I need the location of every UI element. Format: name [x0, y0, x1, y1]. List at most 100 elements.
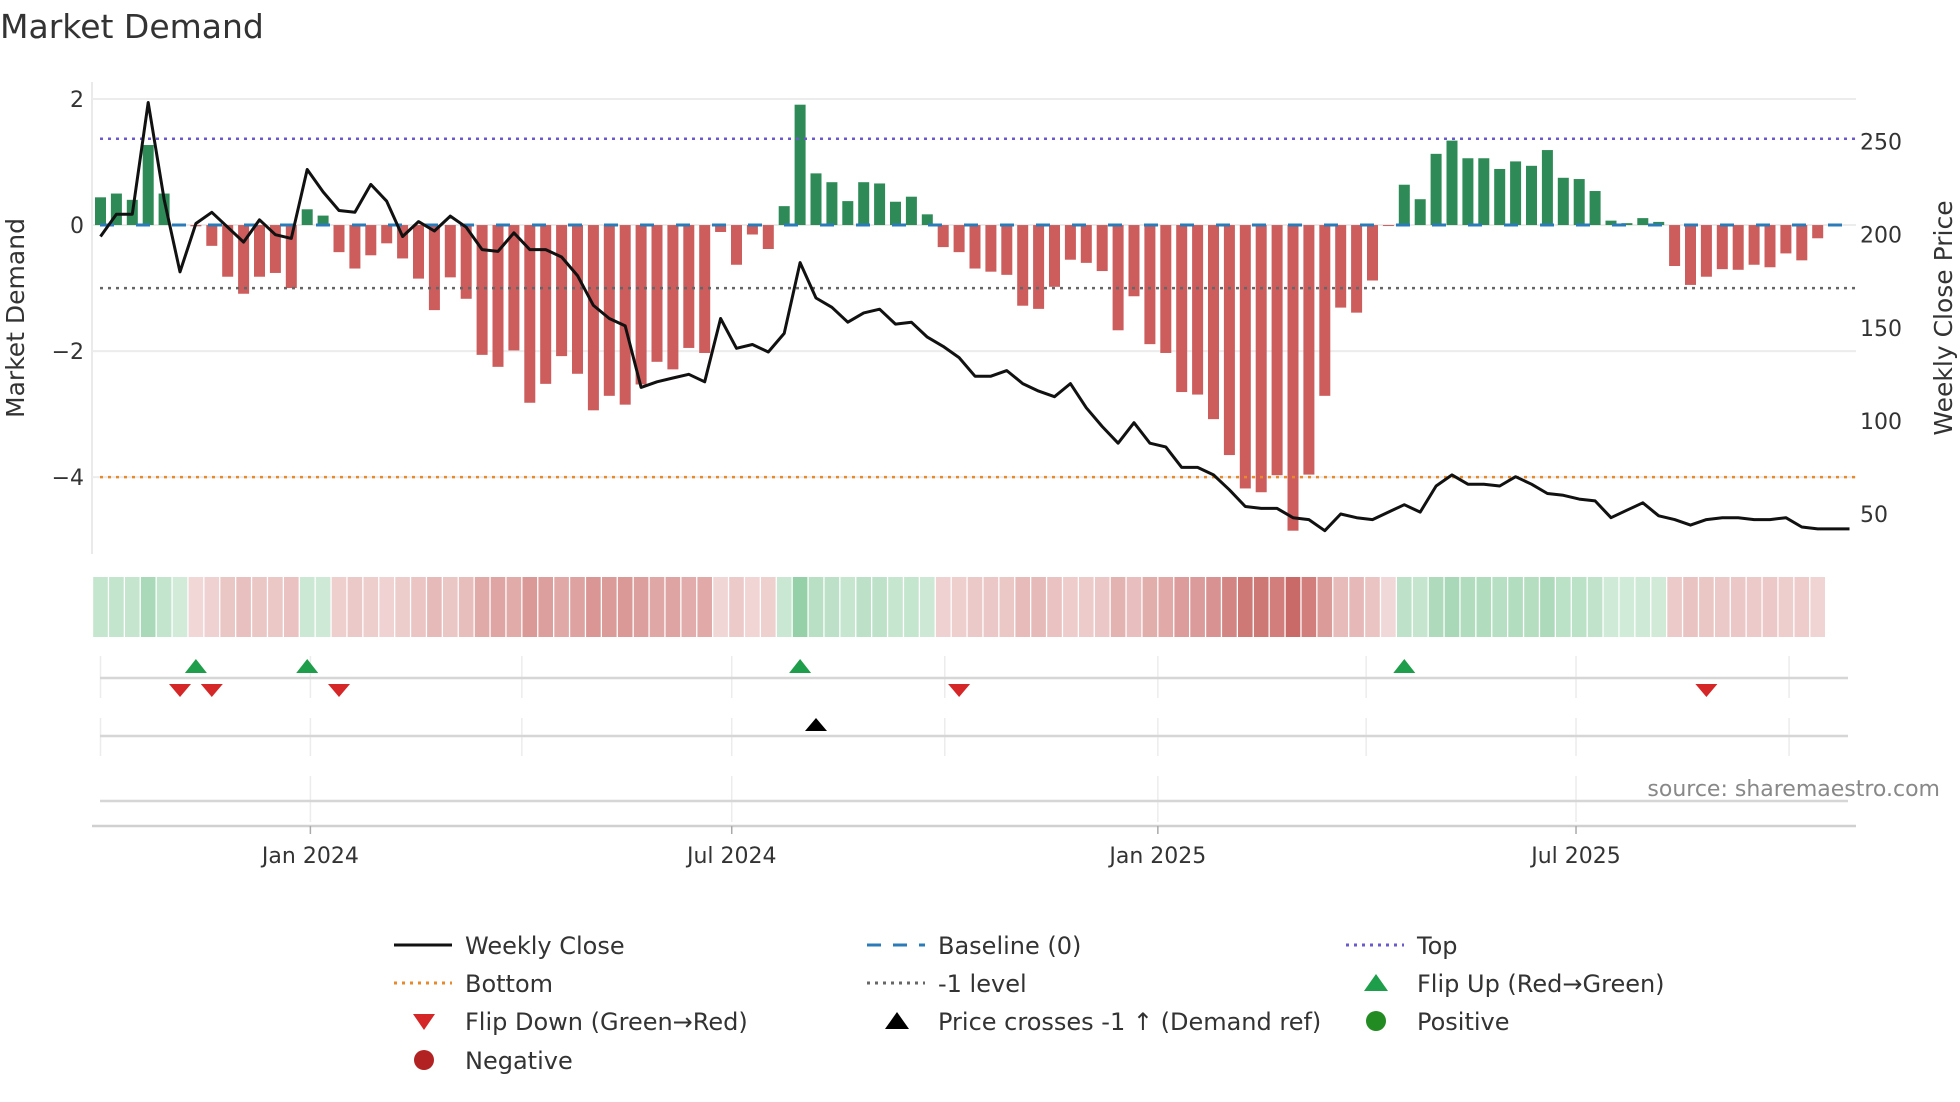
heat-cell: [1269, 577, 1285, 637]
demand-bar: [524, 225, 536, 403]
demand-bar: [699, 225, 711, 353]
demand-bar: [1732, 225, 1744, 270]
heat-cell: [1094, 577, 1110, 637]
y-tick-label: −4: [52, 466, 84, 491]
demand-bar: [1382, 225, 1394, 227]
heat-cell: [1365, 577, 1380, 637]
demand-bar: [492, 225, 504, 367]
x-tick-label: Jul 2024: [685, 844, 777, 869]
demand-bar: [874, 183, 886, 226]
heat-cell: [729, 577, 744, 637]
triangle-down-icon: [413, 1014, 435, 1030]
heat-cell: [252, 577, 267, 637]
heat-cell: [999, 577, 1015, 637]
heat-cell: [792, 577, 808, 637]
heat-cell: [299, 577, 315, 637]
demand-bar: [428, 225, 440, 311]
demand-bar: [619, 225, 631, 405]
heat-cell: [1460, 577, 1476, 637]
demand-bar: [1796, 225, 1808, 261]
heat-cell: [745, 577, 760, 637]
legend-item: Flip Down (Green→Red): [413, 1008, 748, 1036]
heat-cell: [1222, 577, 1237, 637]
heat-cell: [1540, 577, 1555, 637]
demand-bar: [1064, 225, 1076, 260]
demand-bar: [110, 193, 122, 226]
heat-cell: [1190, 577, 1205, 637]
demand-bar: [1526, 165, 1537, 226]
demand-bar: [1764, 225, 1776, 268]
demand-bar: [540, 225, 552, 384]
heat-cell: [315, 577, 331, 637]
demand-bar: [762, 225, 774, 249]
heat-cell: [125, 577, 140, 637]
heat-cell: [761, 577, 776, 637]
demand-bar: [349, 225, 361, 269]
demand-bar: [1303, 225, 1315, 475]
heat-cell: [458, 577, 474, 637]
demand-bar: [1112, 225, 1124, 331]
heat-cell: [649, 577, 665, 637]
flip-down-marker: [200, 684, 223, 697]
demand-bar: [365, 225, 377, 256]
demand-bar: [603, 225, 615, 396]
flip-up-marker: [1393, 659, 1416, 673]
grid: [91, 82, 1856, 554]
demand-bar: [794, 104, 806, 226]
heat-cell: [602, 577, 617, 637]
demand-bar: [651, 225, 663, 362]
demand-bar: [1208, 225, 1219, 420]
heat-cell: [1285, 577, 1301, 637]
demand-bar: [937, 225, 949, 248]
demand-bar: [1287, 225, 1299, 531]
heat-cell: [1397, 577, 1412, 637]
heat-cell: [1444, 577, 1460, 637]
heat-cell: [1174, 577, 1189, 637]
heat-cell: [1683, 577, 1698, 637]
y-tick-label: 0: [70, 214, 84, 239]
demand-heat-strip: [93, 577, 1825, 637]
triangle-up-icon: [1364, 974, 1388, 991]
heat-cell: [633, 577, 649, 637]
heat-cell: [347, 577, 363, 637]
demand-bar: [397, 225, 409, 259]
x-tick-label: Jan 2024: [260, 844, 359, 869]
heat-cell: [1794, 577, 1810, 637]
demand-bar: [1017, 225, 1029, 306]
heat-cell: [1556, 577, 1571, 637]
legend-item: Price crosses -1 ↑ (Demand ref): [885, 1008, 1321, 1036]
x-tick-label: Jan 2025: [1107, 844, 1206, 869]
weekly-close-polyline: [99, 101, 1850, 533]
heat-cell: [1110, 577, 1126, 637]
heat-cell: [570, 577, 585, 637]
demand-bar: [1462, 158, 1474, 226]
demand-bar: [778, 206, 790, 226]
demand-bar: [1430, 153, 1442, 226]
demand-bar: [1541, 150, 1553, 226]
demand-bar: [1049, 225, 1060, 287]
heat-cell: [1428, 577, 1444, 637]
heat-cell: [1333, 577, 1348, 637]
legend-item: Top: [1346, 932, 1458, 960]
demand-bar: [731, 225, 742, 265]
demand-bar: [921, 214, 933, 226]
demand-bar: [301, 209, 313, 226]
demand-bar: [1748, 225, 1760, 265]
heat-cell: [268, 577, 283, 637]
heat-cell: [1715, 577, 1730, 637]
heat-cell: [554, 577, 569, 637]
heat-cell: [490, 577, 506, 637]
heat-cell: [1492, 577, 1507, 637]
heat-cell: [1142, 577, 1158, 637]
legend-label: Top: [1416, 932, 1458, 960]
demand-bar: [1605, 220, 1617, 226]
demand-bar: [1621, 223, 1633, 226]
y2-axis-label: Weekly Close Price: [1929, 200, 1958, 435]
demand-bar: [381, 225, 393, 244]
heat-cell: [1381, 577, 1396, 637]
heat-cell: [1047, 577, 1062, 637]
heat-cell: [172, 577, 188, 637]
event-tracks: [99, 656, 1848, 822]
heat-cell: [379, 577, 394, 637]
legend-label: -1 level: [938, 970, 1027, 998]
